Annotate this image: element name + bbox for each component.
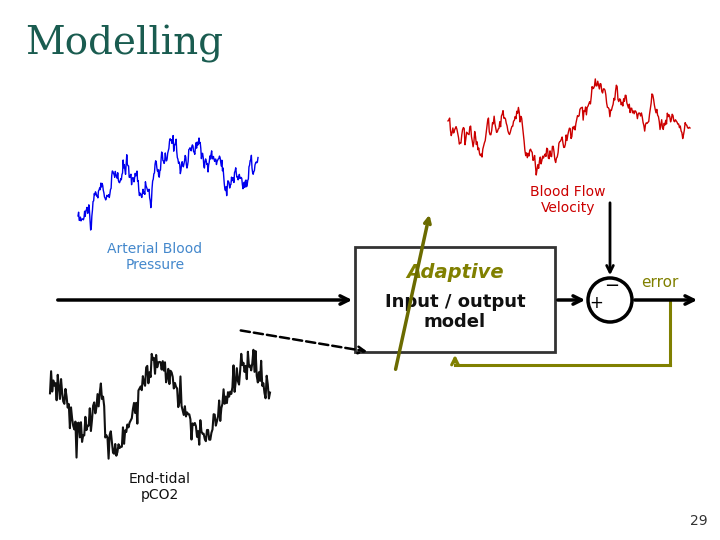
Text: Input / output
model: Input / output model <box>384 293 526 332</box>
Bar <box>355 247 555 352</box>
Text: End-tidal
pCO2: End-tidal pCO2 <box>129 472 191 502</box>
Text: Arterial Blood
Pressure: Arterial Blood Pressure <box>107 242 202 272</box>
Text: Modelling: Modelling <box>25 25 223 63</box>
Text: +: + <box>589 294 603 312</box>
Text: −: − <box>604 277 620 295</box>
Text: Adaptive: Adaptive <box>406 262 504 281</box>
Text: Blood Flow
Velocity: Blood Flow Velocity <box>530 185 606 215</box>
Text: 29: 29 <box>690 514 708 528</box>
Text: error: error <box>642 275 679 290</box>
